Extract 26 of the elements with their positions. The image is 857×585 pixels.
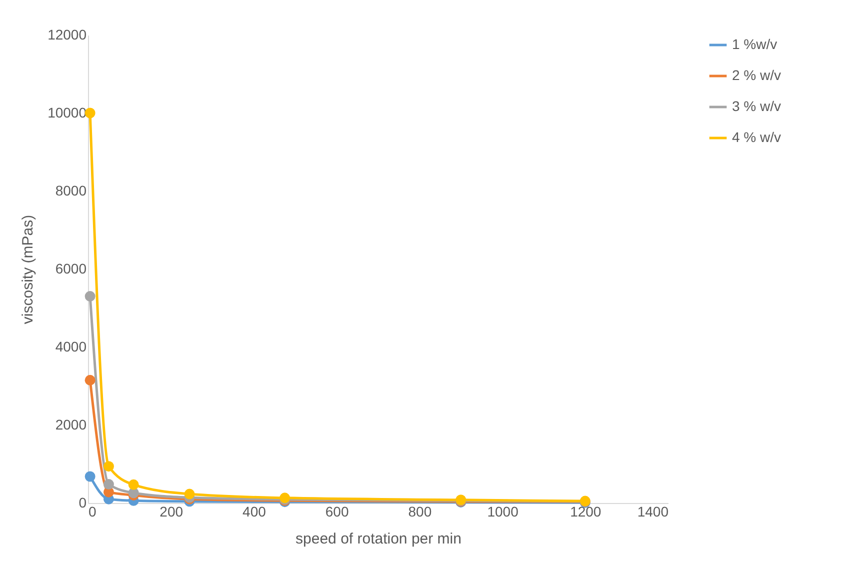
x-tick-label: 600 [325,504,349,520]
point [184,488,195,500]
x-tick-label: 1400 [637,504,669,520]
y-tick-label: 4000 [55,338,87,354]
point [84,471,96,482]
x-tick-label: 400 [242,504,266,520]
x-tick-label: 200 [160,504,184,520]
legend-label: 2 % w/v [732,67,782,83]
point [84,291,96,302]
x-tick-label: 800 [408,504,432,520]
legend-label: 1 %w/v [732,36,778,52]
point [103,479,114,490]
y-tick-label: 6000 [55,260,87,276]
y-axis-title: viscosity (mPas) [20,214,37,324]
y-tick-label: 10000 [48,104,87,120]
y-tick-label: 8000 [55,182,87,198]
point [128,479,139,490]
y-tick-label: 12000 [48,26,87,42]
point [103,461,114,472]
legend-label: 4 % w/v [732,129,782,145]
point [84,374,96,386]
x-axis-title: speed of rotation per min [296,530,462,548]
y-tick-label: 2000 [55,416,87,432]
legend-label: 3 % w/v [732,98,782,114]
x-tick-label: 1000 [487,504,519,520]
x-tick-label: 1200 [570,504,602,520]
